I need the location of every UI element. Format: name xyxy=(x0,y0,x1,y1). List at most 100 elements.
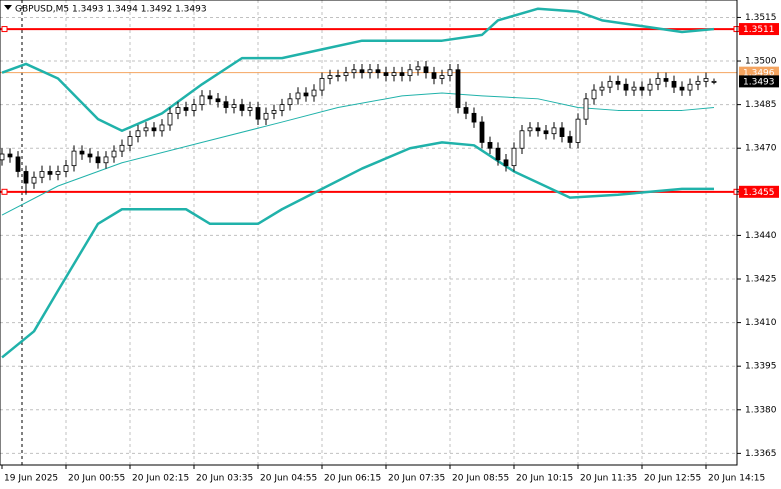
y-tick-label: 1.3500 xyxy=(745,57,777,67)
candle-body xyxy=(47,171,53,175)
candle-body xyxy=(599,86,605,91)
y-tick-label: 1.3515 xyxy=(745,13,777,23)
candle-body xyxy=(279,104,285,111)
candle-body xyxy=(247,107,253,111)
price-label: 1.3496 xyxy=(743,69,775,79)
candle-body xyxy=(263,112,269,120)
plot xyxy=(0,0,740,465)
candle-body xyxy=(239,104,245,111)
band-line xyxy=(1,141,714,359)
candle-body xyxy=(199,95,205,106)
y-tick-label: 1.3395 xyxy=(745,362,777,372)
candle-body xyxy=(271,110,277,114)
candle-body xyxy=(687,83,693,91)
candle-body xyxy=(0,153,5,161)
y-tick-label: 1.3440 xyxy=(745,231,777,241)
candle-body xyxy=(471,112,477,123)
candle-body xyxy=(95,156,101,164)
candle-body xyxy=(551,127,557,135)
candle-body xyxy=(623,83,629,91)
candle-body xyxy=(495,147,501,161)
candle-body xyxy=(631,86,637,91)
candle-body xyxy=(655,78,661,85)
x-tick-label: 19 Jun 2025 xyxy=(4,474,58,484)
candle-body xyxy=(351,69,357,74)
candle-body xyxy=(151,127,157,132)
candle-body xyxy=(335,75,341,77)
candle-body xyxy=(671,80,677,88)
candle-body xyxy=(423,66,429,74)
candle-body xyxy=(399,72,405,76)
candle-body xyxy=(567,136,573,143)
candle-body xyxy=(7,153,13,158)
candle-body xyxy=(367,69,373,74)
price-label: 1.3493 xyxy=(743,77,775,87)
candle-body xyxy=(135,130,141,137)
y-tick-label: 1.3485 xyxy=(745,100,777,110)
candle-body xyxy=(463,107,469,114)
candle-body xyxy=(407,69,413,76)
band-line xyxy=(1,7,715,133)
x-tick-label: 20 Jun 11:35 xyxy=(580,474,637,484)
candle-body xyxy=(295,92,301,100)
price-label: 1.3455 xyxy=(743,188,775,198)
candle-body xyxy=(679,86,685,91)
line-handle xyxy=(1,188,8,195)
candle-body xyxy=(39,171,45,178)
candle-body xyxy=(71,150,77,167)
candle-body xyxy=(111,150,117,158)
y-tick-label: 1.3365 xyxy=(745,449,777,459)
price-label-box xyxy=(739,23,779,36)
y-tick-label: 1.3425 xyxy=(745,275,777,285)
candle-body xyxy=(175,107,181,114)
candle-body xyxy=(383,72,389,76)
band-line xyxy=(1,92,715,216)
candle-body xyxy=(287,98,293,106)
price-label: 1.3511 xyxy=(743,25,775,35)
candle-body xyxy=(23,171,29,184)
candle-body xyxy=(615,80,621,85)
x-tick-label: 20 Jun 12:55 xyxy=(644,474,701,484)
x-tick-label: 20 Jun 10:15 xyxy=(516,474,573,484)
candle-body xyxy=(87,153,93,158)
candle-body xyxy=(319,78,325,91)
y-tick-label: 1.3410 xyxy=(745,318,777,328)
candle-body xyxy=(711,80,717,83)
candle-body xyxy=(143,127,149,132)
candle-body xyxy=(359,69,365,74)
candle-body xyxy=(455,69,461,108)
candle-body xyxy=(311,89,317,97)
x-tick-label: 20 Jun 06:15 xyxy=(324,474,381,484)
candle-body xyxy=(15,156,21,172)
price-label-box xyxy=(739,185,779,198)
candle-body xyxy=(479,121,485,143)
candle-body xyxy=(487,142,493,149)
candle-body xyxy=(663,78,669,82)
y-tick-label: 1.3470 xyxy=(745,144,777,154)
candle-body xyxy=(231,104,237,108)
candle-body xyxy=(415,66,421,71)
candle-body xyxy=(103,156,109,164)
candle-body xyxy=(31,176,37,184)
candle-body xyxy=(591,89,597,100)
candle-body xyxy=(183,107,189,111)
x-tick-label: 20 Jun 14:15 xyxy=(708,474,765,484)
candle-body xyxy=(223,101,229,108)
candle-body xyxy=(647,83,653,91)
x-tick-label: 20 Jun 03:35 xyxy=(196,474,253,484)
candle-body xyxy=(327,75,333,79)
candle-body xyxy=(431,72,437,79)
candle-body xyxy=(63,165,69,172)
candle-body xyxy=(639,86,645,91)
candle-body xyxy=(127,136,133,146)
candle-body xyxy=(695,80,701,85)
candle-body xyxy=(447,69,453,76)
x-tick-label: 20 Jun 02:15 xyxy=(132,474,189,484)
candle-body xyxy=(575,118,581,143)
candle-body xyxy=(543,130,549,135)
candle-body xyxy=(527,127,533,132)
menu-arrow[interactable] xyxy=(4,5,12,10)
candle-body xyxy=(559,127,565,137)
